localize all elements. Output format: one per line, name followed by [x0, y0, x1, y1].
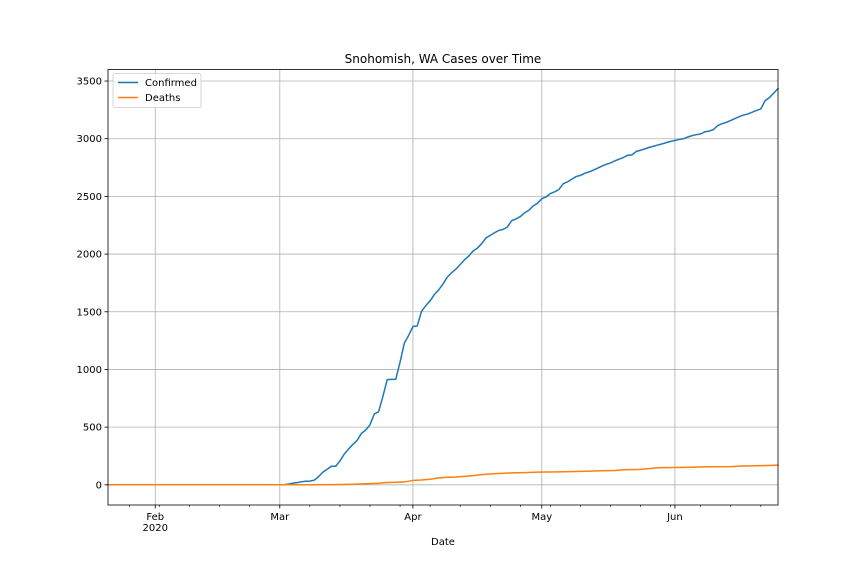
chart-title: Snohomish, WA Cases over Time	[345, 52, 542, 66]
x-tick-label: Feb	[146, 512, 164, 523]
series-line-confirmed	[107, 87, 780, 486]
y-tick-label: 3500	[77, 77, 102, 88]
legend-label: Confirmed	[145, 78, 197, 89]
gridlines	[108, 69, 778, 505]
y-tick-label: 2000	[77, 250, 102, 261]
y-tick-label: 500	[83, 423, 102, 434]
y-tick-label: 1500	[77, 307, 102, 318]
x-axis-label: Date	[431, 537, 455, 548]
x-tick-label: Jun	[666, 512, 683, 523]
x-tick-sublabel: 2020	[143, 523, 168, 534]
x-tick-label: May	[531, 512, 552, 523]
x-tick-label: Mar	[270, 512, 290, 523]
y-tick-label: 2500	[77, 192, 102, 203]
y-tick-label: 0	[96, 480, 102, 491]
x-tick-label: Apr	[404, 512, 422, 523]
y-tick-label: 1000	[77, 365, 102, 376]
y-tick-label: 3000	[77, 134, 102, 145]
legend-label: Deaths	[145, 93, 180, 104]
series-line-deaths	[107, 464, 779, 486]
series-layer	[107, 87, 780, 486]
plot-frame	[107, 69, 779, 506]
legend: Confirmed Deaths	[112, 73, 202, 108]
